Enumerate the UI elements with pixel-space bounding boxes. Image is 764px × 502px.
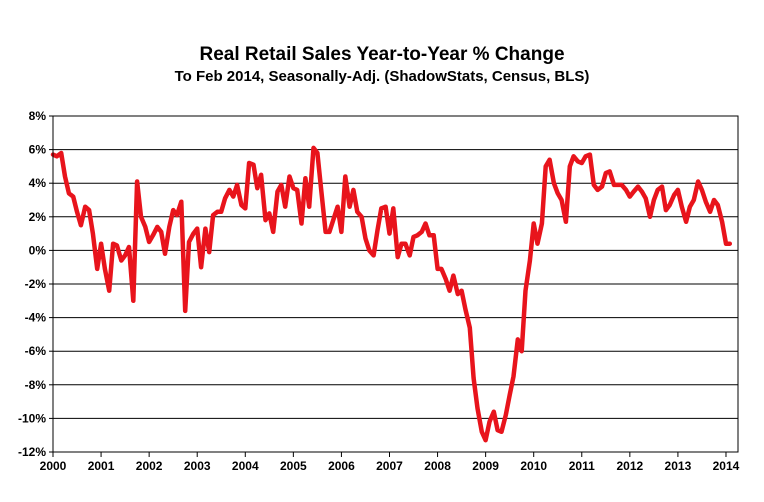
x-tick-label: 2007 [376,459,403,473]
y-tick-label: -6% [25,344,47,358]
x-tick-label: 2014 [713,459,740,473]
x-tick-label: 2003 [184,459,211,473]
y-tick-label: -2% [25,277,47,291]
chart-subtitle: To Feb 2014, Seasonally-Adj. (ShadowStat… [174,68,590,85]
x-tick-label: 2001 [88,459,115,473]
y-axis: 8% 6% 4% 2% 0% -2% -4% -6% -8% -10% -12% [18,109,53,459]
x-tick-label: 2000 [40,459,67,473]
x-tick-label: 2010 [520,459,547,473]
series-group [50,145,733,443]
x-tick-label: 2012 [616,459,643,473]
x-tick-label: 2006 [328,459,355,473]
grid-lines [53,115,738,453]
x-tick-label: 2011 [569,459,595,473]
y-tick-label: -8% [25,378,47,392]
plot-area-border [52,115,739,453]
x-tick-label: 2004 [232,459,259,473]
y-tick-label: 4% [29,176,47,190]
y-tick-label: -10% [18,411,46,425]
series-line [50,145,733,443]
x-tick-label: 2005 [280,459,307,473]
x-tick-label: 2013 [665,459,692,473]
x-tick-label: 2009 [472,459,499,473]
y-tick-label: -12% [18,445,46,459]
x-axis: 2000 2001 2002 2003 2004 2005 2006 2007 2008 2009… [40,452,740,473]
chart-title: Real Retail Sales Year-to-Year % Change [199,44,565,65]
x-tick-label: 2008 [424,459,451,473]
y-tick-label: 2% [29,210,47,224]
y-tick-label: -4% [25,311,47,325]
y-tick-label: 0% [29,243,47,257]
y-tick-label: 6% [29,143,47,157]
x-tick-label: 2002 [136,459,163,473]
y-tick-label: 8% [29,109,47,123]
